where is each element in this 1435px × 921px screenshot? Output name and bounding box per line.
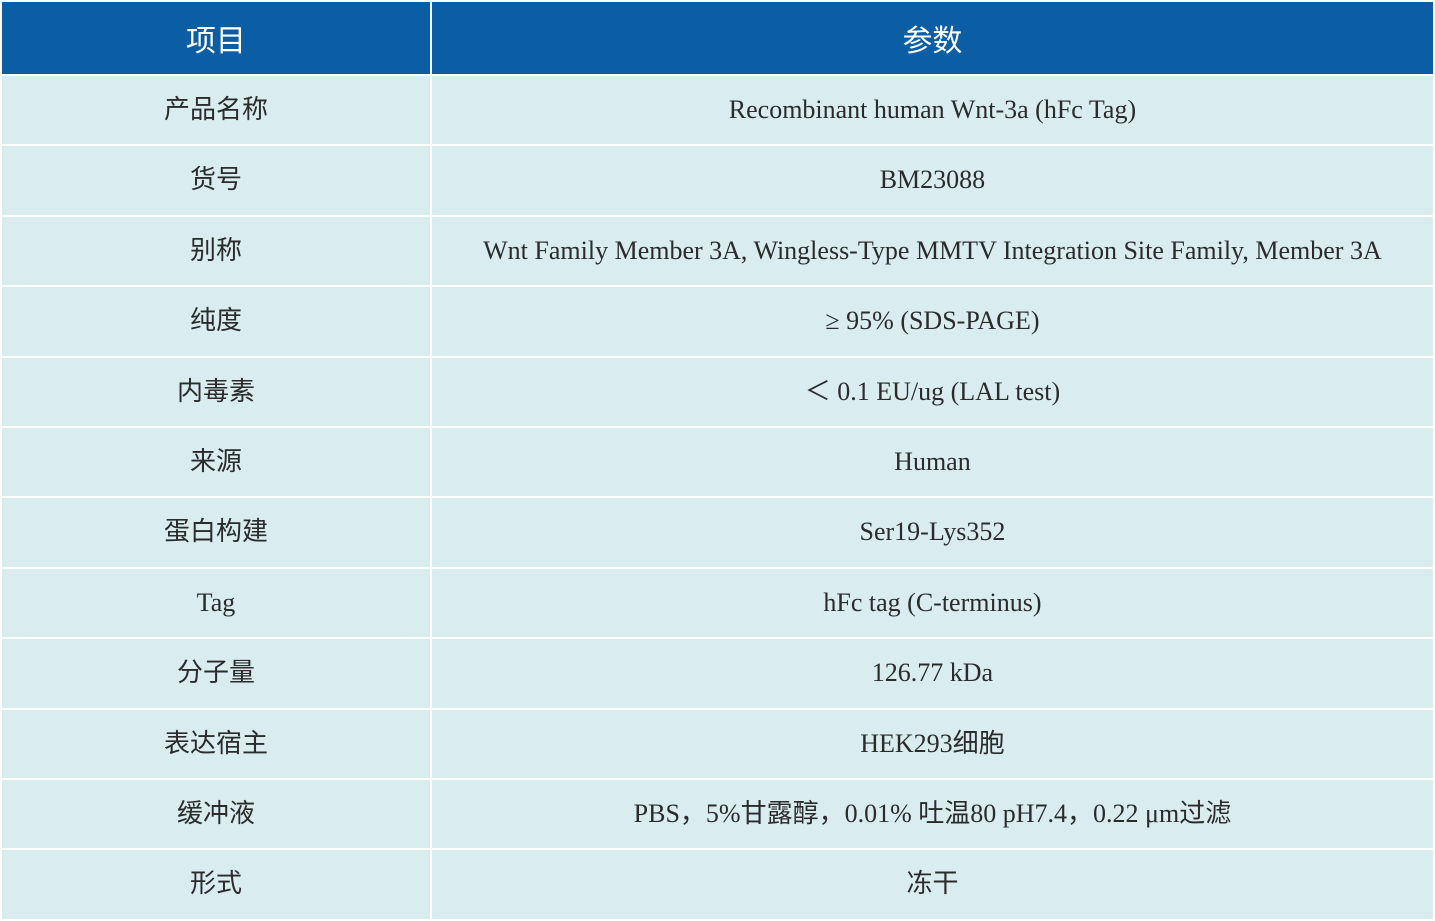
row-label: 缓冲液: [1, 779, 431, 849]
row-label: 来源: [1, 427, 431, 497]
row-value: PBS，5%甘露醇，0.01% 吐温80 pH7.4，0.22 μm过滤: [431, 779, 1434, 849]
row-value: 126.77 kDa: [431, 638, 1434, 708]
row-value: ≥ 95% (SDS-PAGE): [431, 286, 1434, 356]
row-value: Human: [431, 427, 1434, 497]
table-row: 货号 BM23088: [1, 145, 1434, 215]
row-value: Wnt Family Member 3A, Wingless-Type MMTV…: [431, 216, 1434, 286]
table-row: 蛋白构建 Ser19-Lys352: [1, 497, 1434, 567]
row-label: 货号: [1, 145, 431, 215]
row-label: 形式: [1, 849, 431, 919]
product-spec-table: 项目 参数 产品名称 Recombinant human Wnt-3a (hFc…: [0, 0, 1435, 921]
table-row: 纯度 ≥ 95% (SDS-PAGE): [1, 286, 1434, 356]
row-value: 冻干: [431, 849, 1434, 919]
table-row: 分子量 126.77 kDa: [1, 638, 1434, 708]
row-value: HEK293细胞: [431, 709, 1434, 779]
table-row: 缓冲液 PBS，5%甘露醇，0.01% 吐温80 pH7.4，0.22 μm过滤: [1, 779, 1434, 849]
header-param: 参数: [431, 1, 1434, 75]
table-row: 内毒素 ＜ 0.1 EU/ug (LAL test): [1, 357, 1434, 427]
row-value: BM23088: [431, 145, 1434, 215]
table-row: 表达宿主 HEK293细胞: [1, 709, 1434, 779]
header-item: 项目: [1, 1, 431, 75]
table-row: 形式 冻干: [1, 849, 1434, 919]
table-row: Tag hFc tag (C-terminus): [1, 568, 1434, 638]
row-label: 分子量: [1, 638, 431, 708]
row-label: 表达宿主: [1, 709, 431, 779]
table-row: 产品名称 Recombinant human Wnt-3a (hFc Tag): [1, 75, 1434, 145]
row-label: 蛋白构建: [1, 497, 431, 567]
table-row: 别称 Wnt Family Member 3A, Wingless-Type M…: [1, 216, 1434, 286]
row-value: Recombinant human Wnt-3a (hFc Tag): [431, 75, 1434, 145]
row-value: ＜ 0.1 EU/ug (LAL test): [431, 357, 1434, 427]
row-label: 纯度: [1, 286, 431, 356]
row-value: Ser19-Lys352: [431, 497, 1434, 567]
row-label: Tag: [1, 568, 431, 638]
row-label: 别称: [1, 216, 431, 286]
row-label: 内毒素: [1, 357, 431, 427]
table-header-row: 项目 参数: [1, 1, 1434, 75]
row-value: hFc tag (C-terminus): [431, 568, 1434, 638]
row-label: 产品名称: [1, 75, 431, 145]
table-row: 来源 Human: [1, 427, 1434, 497]
